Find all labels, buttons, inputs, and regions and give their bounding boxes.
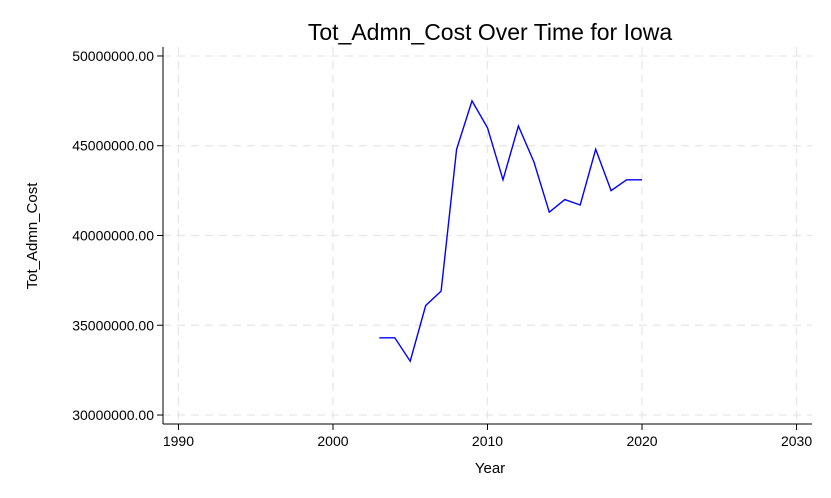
x-tick-label: 1990 [163,433,194,449]
x-tick-label: 2010 [472,433,503,449]
chart-title: Tot_Admn_Cost Over Time for Iowa [308,19,673,45]
x-tick-label: 2020 [626,433,657,449]
series-line [379,99,642,363]
tick-labels: 1990 2000 2010 2020 2030 30000000.00 35000000.… [72,48,812,449]
x-axis-title: Year [475,460,505,477]
x-tick-label: 2000 [317,433,348,449]
x-tick-label: 2030 [781,433,812,449]
y-tick-label: 30000000.00 [72,407,154,423]
y-axis-title: Tot_Admn_Cost [24,182,41,290]
y-tick-label: 50000000.00 [72,48,154,64]
axes [157,47,812,430]
y-tick-label: 45000000.00 [72,138,154,154]
series-layer [379,99,642,363]
y-tick-label: 40000000.00 [72,228,154,244]
grid-lines [163,47,812,424]
y-tick-label: 35000000.00 [72,317,154,333]
